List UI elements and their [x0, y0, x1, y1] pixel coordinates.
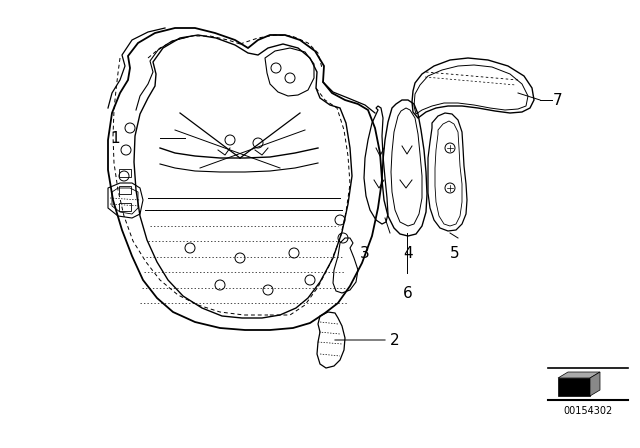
Bar [119, 169, 131, 177]
Polygon shape [590, 372, 600, 396]
Text: 3: 3 [360, 246, 370, 260]
Text: 6: 6 [403, 285, 413, 301]
Bar [558, 378, 590, 396]
Text: 00154302: 00154302 [563, 406, 612, 416]
Text: 1: 1 [110, 130, 120, 146]
Text: 5: 5 [450, 246, 460, 260]
Text: 2: 2 [390, 332, 400, 348]
Bar [119, 203, 131, 211]
Text: 4: 4 [403, 246, 413, 260]
Polygon shape [558, 372, 600, 378]
Text: 7: 7 [553, 92, 563, 108]
Bar [119, 186, 131, 194]
